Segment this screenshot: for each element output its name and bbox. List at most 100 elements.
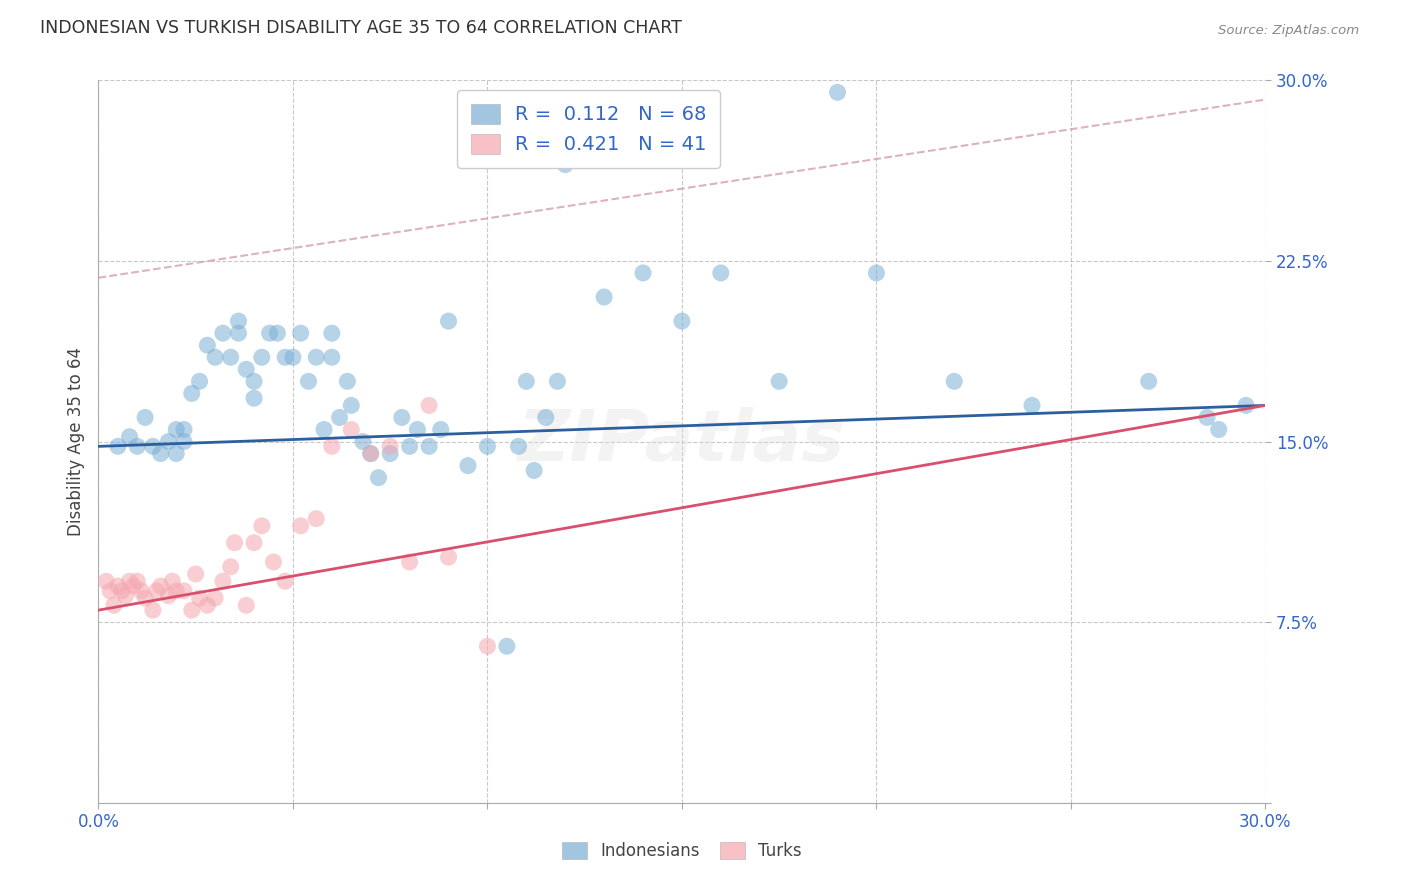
Point — [360, 446, 382, 460]
Point — [173, 422, 195, 436]
Point — [134, 591, 156, 605]
Point — [114, 589, 136, 603]
Point — [398, 439, 420, 453]
Point — [515, 374, 537, 388]
Point — [360, 446, 382, 460]
Point — [1208, 422, 1230, 436]
Point — [259, 326, 281, 340]
Point — [437, 550, 460, 565]
Text: ZIPatlas: ZIPatlas — [519, 407, 845, 476]
Point — [631, 266, 654, 280]
Point — [180, 386, 202, 401]
Point — [312, 422, 335, 436]
Point — [274, 350, 297, 364]
Point — [142, 439, 165, 453]
Point — [243, 374, 266, 388]
Point — [352, 434, 374, 449]
Point — [184, 567, 207, 582]
Point — [107, 439, 129, 453]
Point — [149, 579, 172, 593]
Point — [523, 463, 546, 477]
Point — [224, 535, 246, 549]
Point — [380, 446, 402, 460]
Point — [173, 434, 195, 449]
Point — [96, 574, 118, 589]
Point — [127, 439, 149, 453]
Point — [367, 470, 389, 484]
Point — [496, 639, 519, 653]
Point — [943, 374, 966, 388]
Point — [593, 290, 616, 304]
Point — [157, 589, 180, 603]
Point — [281, 350, 304, 364]
Point — [340, 398, 363, 412]
Point — [418, 398, 440, 412]
Point — [321, 350, 343, 364]
Point — [262, 555, 284, 569]
Point — [297, 374, 319, 388]
Point — [204, 350, 226, 364]
Point — [188, 591, 211, 605]
Point — [212, 574, 235, 589]
Point — [710, 266, 733, 280]
Point — [406, 422, 429, 436]
Text: Source: ZipAtlas.com: Source: ZipAtlas.com — [1218, 24, 1358, 37]
Point — [290, 326, 312, 340]
Point — [243, 535, 266, 549]
Point — [477, 439, 499, 453]
Point — [165, 583, 187, 598]
Point — [134, 410, 156, 425]
Point — [228, 326, 250, 340]
Point — [162, 574, 184, 589]
Point — [340, 422, 363, 436]
Point — [219, 350, 242, 364]
Point — [321, 326, 343, 340]
Point — [195, 599, 218, 613]
Point — [142, 603, 165, 617]
Point — [398, 555, 420, 569]
Point — [250, 518, 273, 533]
Point — [380, 439, 402, 453]
Point — [266, 326, 288, 340]
Point — [1021, 398, 1043, 412]
Point — [235, 599, 257, 613]
Point — [118, 430, 141, 444]
Point — [1234, 398, 1257, 412]
Point — [546, 374, 568, 388]
Point — [188, 374, 211, 388]
Point — [165, 446, 187, 460]
Point — [321, 439, 343, 453]
Point — [437, 314, 460, 328]
Point — [554, 157, 576, 171]
Point — [827, 85, 849, 99]
Point — [235, 362, 257, 376]
Point — [508, 439, 530, 453]
Point — [250, 350, 273, 364]
Point — [391, 410, 413, 425]
Point — [768, 374, 790, 388]
Point — [127, 574, 149, 589]
Point — [212, 326, 235, 340]
Point — [219, 559, 242, 574]
Point — [228, 314, 250, 328]
Y-axis label: Disability Age 35 to 64: Disability Age 35 to 64 — [66, 347, 84, 536]
Point — [274, 574, 297, 589]
Point — [290, 518, 312, 533]
Point — [243, 391, 266, 405]
Point — [98, 583, 121, 598]
Point — [429, 422, 451, 436]
Point — [477, 639, 499, 653]
Point — [111, 583, 134, 598]
Point — [149, 446, 172, 460]
Point — [122, 579, 145, 593]
Point — [180, 603, 202, 617]
Point — [457, 458, 479, 473]
Point — [204, 591, 226, 605]
Point — [1137, 374, 1160, 388]
Text: INDONESIAN VS TURKISH DISABILITY AGE 35 TO 64 CORRELATION CHART: INDONESIAN VS TURKISH DISABILITY AGE 35 … — [41, 19, 682, 37]
Point — [195, 338, 218, 352]
Point — [305, 350, 328, 364]
Point — [671, 314, 693, 328]
Point — [107, 579, 129, 593]
Legend: Indonesians, Turks: Indonesians, Turks — [555, 835, 808, 867]
